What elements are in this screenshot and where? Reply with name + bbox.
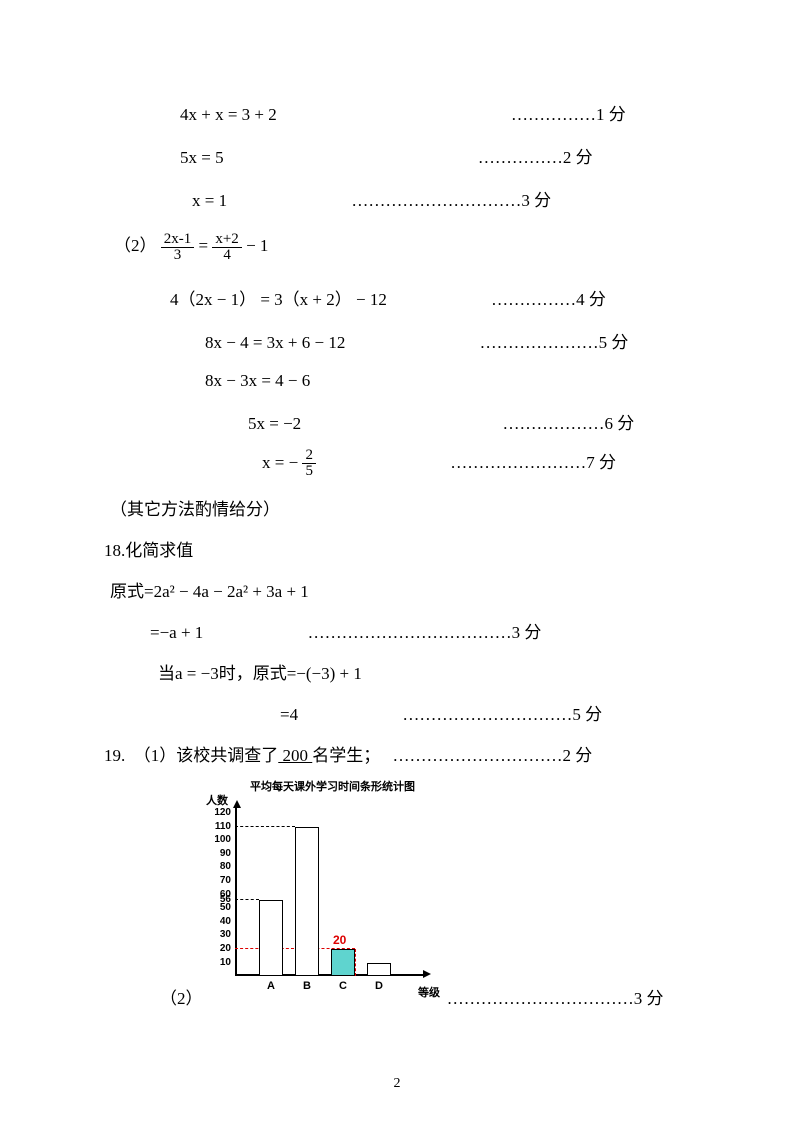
arrow-right-icon — [423, 970, 431, 978]
guide-line — [235, 899, 259, 900]
y-tick-label: 120 — [214, 808, 231, 818]
equation: 4（2x − 1） = 3（x + 2） − 12 — [170, 290, 387, 309]
y-axis — [235, 806, 237, 976]
page-number: 2 — [0, 1076, 794, 1092]
category-label: A — [267, 980, 275, 992]
equation: 5x = −2 — [248, 414, 301, 433]
q19-text2: 名学生； — [312, 746, 380, 765]
q18-step: =4 …………………………5 分 — [110, 700, 684, 725]
category-label: B — [303, 980, 311, 992]
step-line: x = − 2 5 ……………………7 分 — [110, 448, 684, 480]
step-line: 5x = 5 ……………2 分 — [110, 143, 684, 168]
equation: 当a = −3时，原式=−(−3) + 1 — [158, 664, 362, 683]
score-dots: ………………6 分 — [502, 414, 634, 433]
score-dots: …………………5 分 — [480, 333, 629, 352]
denominator: 3 — [161, 248, 195, 263]
denominator: 5 — [302, 464, 316, 479]
score-dots: ……………1 分 — [511, 105, 626, 124]
step-line: 4（2x − 1） = 3（x + 2） − 12 ……………4 分 — [110, 285, 684, 310]
denominator: 4 — [212, 248, 241, 263]
score-dots: ……………2 分 — [478, 148, 593, 167]
equation: 4x + x = 3 + 2 — [180, 105, 277, 124]
y-tick-label: 40 — [220, 917, 231, 927]
step-line: 8x − 4 = 3x + 6 − 12 …………………5 分 — [110, 328, 684, 353]
equation: 5x = 5 — [180, 148, 224, 167]
equation: 原式=2a² − 4a − 2a² + 3a + 1 — [110, 582, 309, 601]
q18-step: 原式=2a² − 4a − 2a² + 3a + 1 — [110, 577, 684, 602]
y-tick-label: 80 — [220, 862, 231, 872]
equation-prefix: x = − — [262, 453, 298, 472]
tail: − 1 — [246, 236, 268, 255]
score-dots: ……………4 分 — [491, 290, 606, 309]
score-dots: …………………………5 分 — [402, 705, 602, 724]
x-axis-label: 等级 — [418, 984, 440, 1000]
fraction: 2x-1 3 — [161, 232, 195, 263]
fraction: x+2 4 — [212, 232, 241, 263]
score-dots: …………………………2 分 — [393, 746, 593, 765]
numerator: 2x-1 — [161, 232, 195, 248]
bar — [295, 827, 319, 977]
equation: 8x − 4 = 3x + 6 − 12 — [205, 333, 345, 352]
part-label: （2） — [160, 989, 203, 1008]
q19-line: 19. （1）该校共调查了 200 名学生； …………………………2 分 — [104, 741, 684, 766]
arrow-up-icon — [233, 800, 241, 808]
q19-blank: 200 — [278, 746, 312, 765]
q18-step: =−a + 1 ………………………………3 分 — [110, 618, 684, 643]
q19-text: 19. （1）该校共调查了 — [104, 746, 278, 765]
bar — [367, 963, 391, 977]
chart-title: 平均每天课外学习时间条形统计图 — [250, 778, 415, 794]
guide-line-vertical — [355, 949, 356, 976]
category-label: D — [375, 980, 383, 992]
y-tick-label: 60 — [220, 890, 231, 900]
q18-step: 当a = −3时，原式=−(−3) + 1 — [110, 659, 684, 684]
equation: 8x − 3x = 4 − 6 — [205, 371, 310, 390]
y-tick-label: 10 — [220, 958, 231, 968]
y-tick-label: 100 — [214, 835, 231, 845]
plot-area: 10203040505660708090100110120ABCD20 — [235, 806, 425, 976]
guide-line — [235, 826, 295, 827]
step-line: 8x − 3x = 4 − 6 — [110, 371, 684, 391]
y-tick-label: 30 — [220, 930, 231, 940]
numerator: x+2 — [212, 232, 241, 248]
note: （其它方法酌情给分） — [110, 495, 684, 520]
bar — [331, 949, 355, 976]
q18-title: 18.化简求值 — [104, 536, 684, 561]
numerator: 2 — [302, 448, 316, 464]
equals: = — [199, 236, 213, 255]
category-label: C — [339, 980, 347, 992]
score-dots: …………………………3 分 — [351, 191, 551, 210]
equation: =4 — [280, 705, 298, 724]
step-line: 5x = −2 ………………6 分 — [110, 409, 684, 434]
step-line: 4x + x = 3 + 2 ……………1 分 — [110, 100, 684, 125]
y-tick-label: 110 — [215, 822, 231, 832]
y-axis-label: 人数 — [206, 792, 228, 808]
equation-2-header: （2） 2x-1 3 = x+2 4 − 1 — [110, 231, 684, 263]
score-dots: ……………………………3 分 — [447, 989, 664, 1008]
score-dots: ………………………………3 分 — [308, 623, 542, 642]
part-label: （2） — [114, 236, 157, 255]
score-dots: ……………………7 分 — [450, 453, 616, 472]
step-line: x = 1 …………………………3 分 — [110, 186, 684, 211]
y-tick-label: 90 — [220, 849, 231, 859]
y-tick-label: 70 — [220, 876, 231, 886]
equation: x = 1 — [192, 191, 227, 210]
bar-chart: 平均每天课外学习时间条形统计图 人数 102030405056607080901… — [200, 778, 440, 998]
bar — [259, 900, 283, 976]
equation: =−a + 1 — [150, 623, 203, 642]
page: 4x + x = 3 + 2 ……………1 分 5x = 5 ……………2 分 … — [0, 0, 794, 1122]
y-tick-label: 20 — [220, 944, 231, 954]
fraction: 2 5 — [302, 448, 316, 479]
annotation-value: 20 — [333, 933, 346, 947]
